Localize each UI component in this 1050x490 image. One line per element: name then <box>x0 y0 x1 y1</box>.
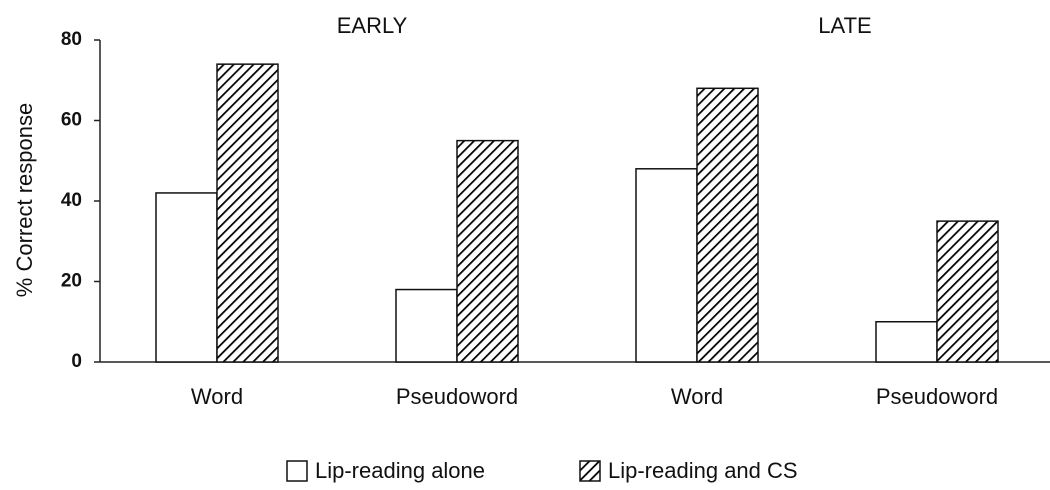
y-tick-label: 0 <box>71 351 82 372</box>
x-tick-label: Word <box>671 384 723 409</box>
bar <box>155 192 218 363</box>
legend-swatch <box>579 460 601 482</box>
legend-swatch <box>286 460 308 482</box>
bar <box>395 288 458 363</box>
y-tick-label: 20 <box>61 271 82 292</box>
x-tick-label: Pseudoword <box>876 384 998 409</box>
y-tick-label: 60 <box>61 110 82 131</box>
x-tick-label: Word <box>191 384 243 409</box>
bar <box>216 63 279 363</box>
y-tick-label: 40 <box>61 190 82 211</box>
bar <box>456 139 519 363</box>
bar <box>875 321 938 363</box>
group-label: EARLY <box>337 13 408 38</box>
group-label: LATE <box>818 13 871 38</box>
y-axis-label: % Correct response <box>12 103 37 297</box>
x-tick-label: Pseudoword <box>396 384 518 409</box>
legend-label: Lip-reading and CS <box>608 458 798 483</box>
legend-label: Lip-reading alone <box>315 458 485 483</box>
bar <box>635 168 698 363</box>
bar <box>696 87 759 363</box>
bar <box>936 220 999 363</box>
y-tick-label: 80 <box>61 29 82 50</box>
